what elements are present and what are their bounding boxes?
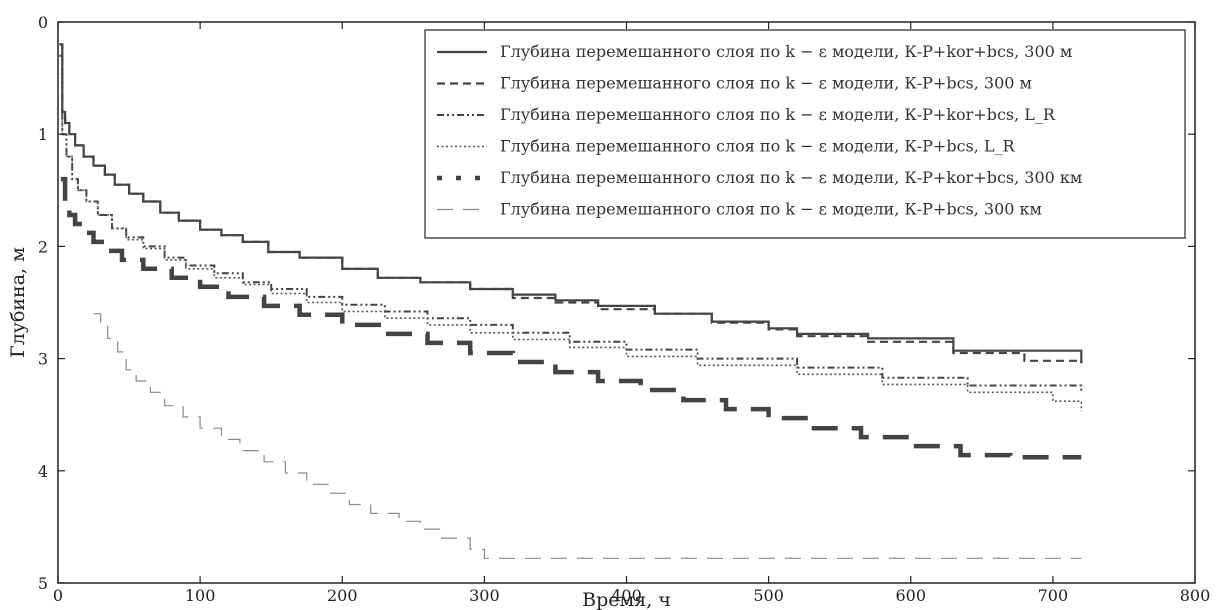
- plot-area: [59, 43, 1083, 559]
- x-tick-label: 300: [469, 586, 500, 605]
- legend-label-3: Глубина перемешанного слоя по k − ε моде…: [500, 105, 1056, 124]
- x-tick-label: 700: [1038, 586, 1069, 605]
- y-tick-label: 5: [38, 574, 48, 593]
- x-tick-label: 800: [1180, 586, 1211, 605]
- y-axis-title: Глубина, м: [7, 247, 29, 358]
- y-tick-label: 3: [38, 350, 48, 369]
- y-tick-label: 1: [38, 125, 48, 144]
- legend-label-2: Глубина перемешанного слоя по k − ε моде…: [500, 74, 1032, 93]
- series-line-4: [59, 54, 1083, 412]
- series-line-3: [59, 54, 1083, 393]
- y-tick-label: 4: [38, 462, 48, 481]
- legend-label-1: Глубина перемешанного слоя по k − ε моде…: [500, 42, 1072, 61]
- x-tick-label: 0: [53, 586, 63, 605]
- x-axis-title: Время, ч: [582, 589, 671, 610]
- series-line-6: [93, 313, 1082, 559]
- y-tick-label: 0: [38, 13, 48, 32]
- x-tick-label: 500: [753, 586, 784, 605]
- series-line-5: [60, 176, 1082, 460]
- axes: 0 100 200 300 400 500 600 700 800 0 1 2 3 4 5 Время, ч Г…: [7, 13, 1210, 610]
- legend: Глубина перемешанного слоя по k − ε моде…: [424, 29, 1186, 239]
- legend-label-6: Глубина перемешанного слоя по k − ε моде…: [500, 200, 1042, 219]
- y-tick-label: 2: [38, 237, 48, 256]
- legend-label-4: Глубина перемешанного слоя по k − ε моде…: [500, 137, 1016, 156]
- legend-box: [424, 29, 1186, 239]
- x-tick-label: 200: [327, 586, 358, 605]
- x-tick-label: 100: [185, 586, 216, 605]
- legend-label-5: Глубина перемешанного слоя по k − ε моде…: [500, 168, 1082, 187]
- x-tick-label: 600: [895, 586, 926, 605]
- x-tick-label: 400: [611, 586, 642, 605]
- series-line-2: [59, 43, 1083, 364]
